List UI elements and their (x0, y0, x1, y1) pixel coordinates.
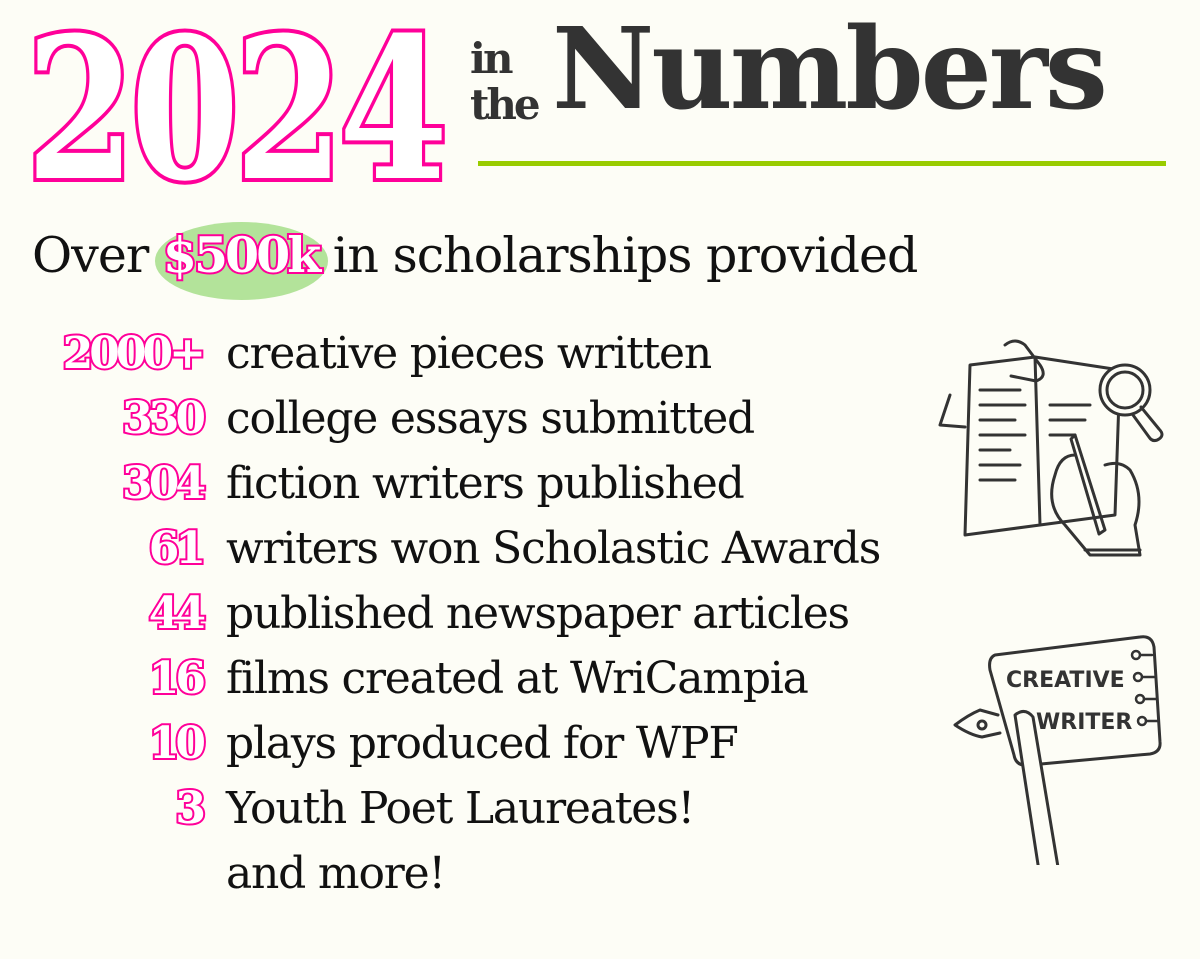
headline-prefix: Over (32, 227, 149, 284)
stat-label: creative pieces written (226, 328, 712, 379)
highlight-ellipse: $500k (154, 222, 329, 300)
stat-label: and more! (226, 848, 446, 899)
stat-label: writers won Scholastic Awards (226, 523, 881, 574)
numbers-title: Numbers (552, 4, 1108, 135)
stat-row: 3 Youth Poet Laureates! (0, 783, 880, 852)
stat-number: 44 (147, 588, 208, 639)
stat-label: fiction writers published (226, 458, 745, 509)
stat-row: 16 films created at WriCampia (0, 653, 880, 722)
year-title: 2024 (23, 0, 451, 225)
creative-writer-badge-icon: CREATIVE WRITER (953, 635, 1162, 865)
stat-label: published newspaper articles (226, 588, 850, 639)
hand-writing-notebook-icon (938, 339, 1164, 557)
stat-row: 61 writers won Scholastic Awards (0, 523, 882, 592)
in-word: in (470, 34, 513, 83)
stat-number: 330 (120, 393, 208, 444)
stat-label: films created at WriCampia (226, 653, 809, 704)
stat-row: 44 published newspaper articles (0, 588, 880, 657)
stats-list: 2000+ creative pieces written 330 college … (0, 328, 882, 917)
stat-label: plays produced for WPF (226, 718, 739, 769)
stat-label: Youth Poet Laureates! (226, 783, 695, 834)
stat-row: 10 plays produced for WPF (0, 718, 880, 787)
in-the-label: in the (470, 34, 541, 129)
stat-number: 16 (147, 653, 208, 704)
stat-number: 61 (147, 523, 208, 574)
badge-line-2: WRITER (1036, 710, 1132, 735)
headline-suffix: in scholarships provided (332, 227, 919, 284)
stat-number: 2000+ (61, 328, 208, 379)
scholarship-headline: Over $500k in scholarships provided (32, 222, 919, 300)
stat-row: 330 college essays submitted (0, 393, 880, 462)
the-word: the (470, 80, 541, 129)
stat-row: 2000+ creative pieces written (0, 328, 880, 397)
stat-row: 304 fiction writers published (0, 458, 880, 527)
stat-number: 10 (147, 718, 208, 769)
stat-label: college essays submitted (226, 393, 755, 444)
green-divider (478, 161, 1166, 166)
stat-row: and more! (0, 852, 880, 917)
badge-line-1: CREATIVE (1006, 668, 1125, 693)
stat-number: 304 (120, 458, 208, 509)
headline-amount: $500k (161, 224, 323, 286)
stat-number: 3 (173, 783, 208, 834)
